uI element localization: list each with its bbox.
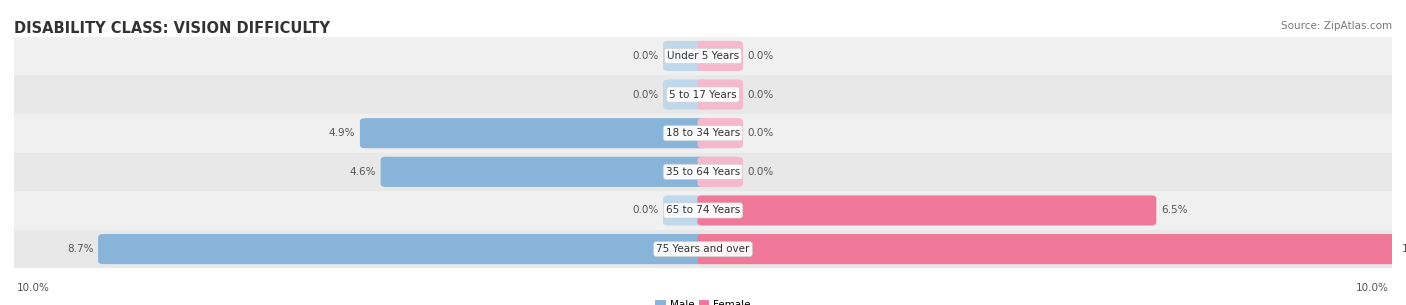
Text: Under 5 Years: Under 5 Years <box>666 51 740 61</box>
Bar <box>14 75 1392 114</box>
FancyBboxPatch shape <box>664 80 709 109</box>
Bar <box>14 191 1392 230</box>
FancyBboxPatch shape <box>664 196 709 225</box>
Text: 0.0%: 0.0% <box>748 167 775 177</box>
Text: 65 to 74 Years: 65 to 74 Years <box>666 206 740 215</box>
Text: 0.0%: 0.0% <box>748 128 775 138</box>
FancyBboxPatch shape <box>697 196 1156 225</box>
FancyBboxPatch shape <box>697 80 742 109</box>
Bar <box>14 37 1392 75</box>
Text: 4.6%: 4.6% <box>349 167 375 177</box>
FancyBboxPatch shape <box>697 41 742 71</box>
Bar <box>14 230 1392 268</box>
Text: 4.9%: 4.9% <box>329 128 356 138</box>
Bar <box>14 152 1392 191</box>
Text: 35 to 64 Years: 35 to 64 Years <box>666 167 740 177</box>
FancyBboxPatch shape <box>381 157 709 187</box>
FancyBboxPatch shape <box>697 234 1398 264</box>
Text: 0.0%: 0.0% <box>631 90 658 99</box>
FancyBboxPatch shape <box>697 118 742 148</box>
Text: 10.0%: 10.0% <box>1402 244 1406 254</box>
Text: 0.0%: 0.0% <box>631 51 658 61</box>
Text: 18 to 34 Years: 18 to 34 Years <box>666 128 740 138</box>
FancyBboxPatch shape <box>664 41 709 71</box>
Text: 75 Years and over: 75 Years and over <box>657 244 749 254</box>
Text: 0.0%: 0.0% <box>631 206 658 215</box>
Text: 10.0%: 10.0% <box>17 283 49 293</box>
Text: 10.0%: 10.0% <box>1357 283 1389 293</box>
Text: 0.0%: 0.0% <box>748 90 775 99</box>
Text: 6.5%: 6.5% <box>1161 206 1188 215</box>
Bar <box>14 114 1392 152</box>
Text: 5 to 17 Years: 5 to 17 Years <box>669 90 737 99</box>
Text: 8.7%: 8.7% <box>67 244 93 254</box>
Text: DISABILITY CLASS: VISION DIFFICULTY: DISABILITY CLASS: VISION DIFFICULTY <box>14 21 330 36</box>
FancyBboxPatch shape <box>697 157 742 187</box>
FancyBboxPatch shape <box>98 234 709 264</box>
Legend: Male, Female: Male, Female <box>651 296 755 305</box>
Text: Source: ZipAtlas.com: Source: ZipAtlas.com <box>1281 21 1392 31</box>
FancyBboxPatch shape <box>360 118 709 148</box>
Text: 0.0%: 0.0% <box>748 51 775 61</box>
